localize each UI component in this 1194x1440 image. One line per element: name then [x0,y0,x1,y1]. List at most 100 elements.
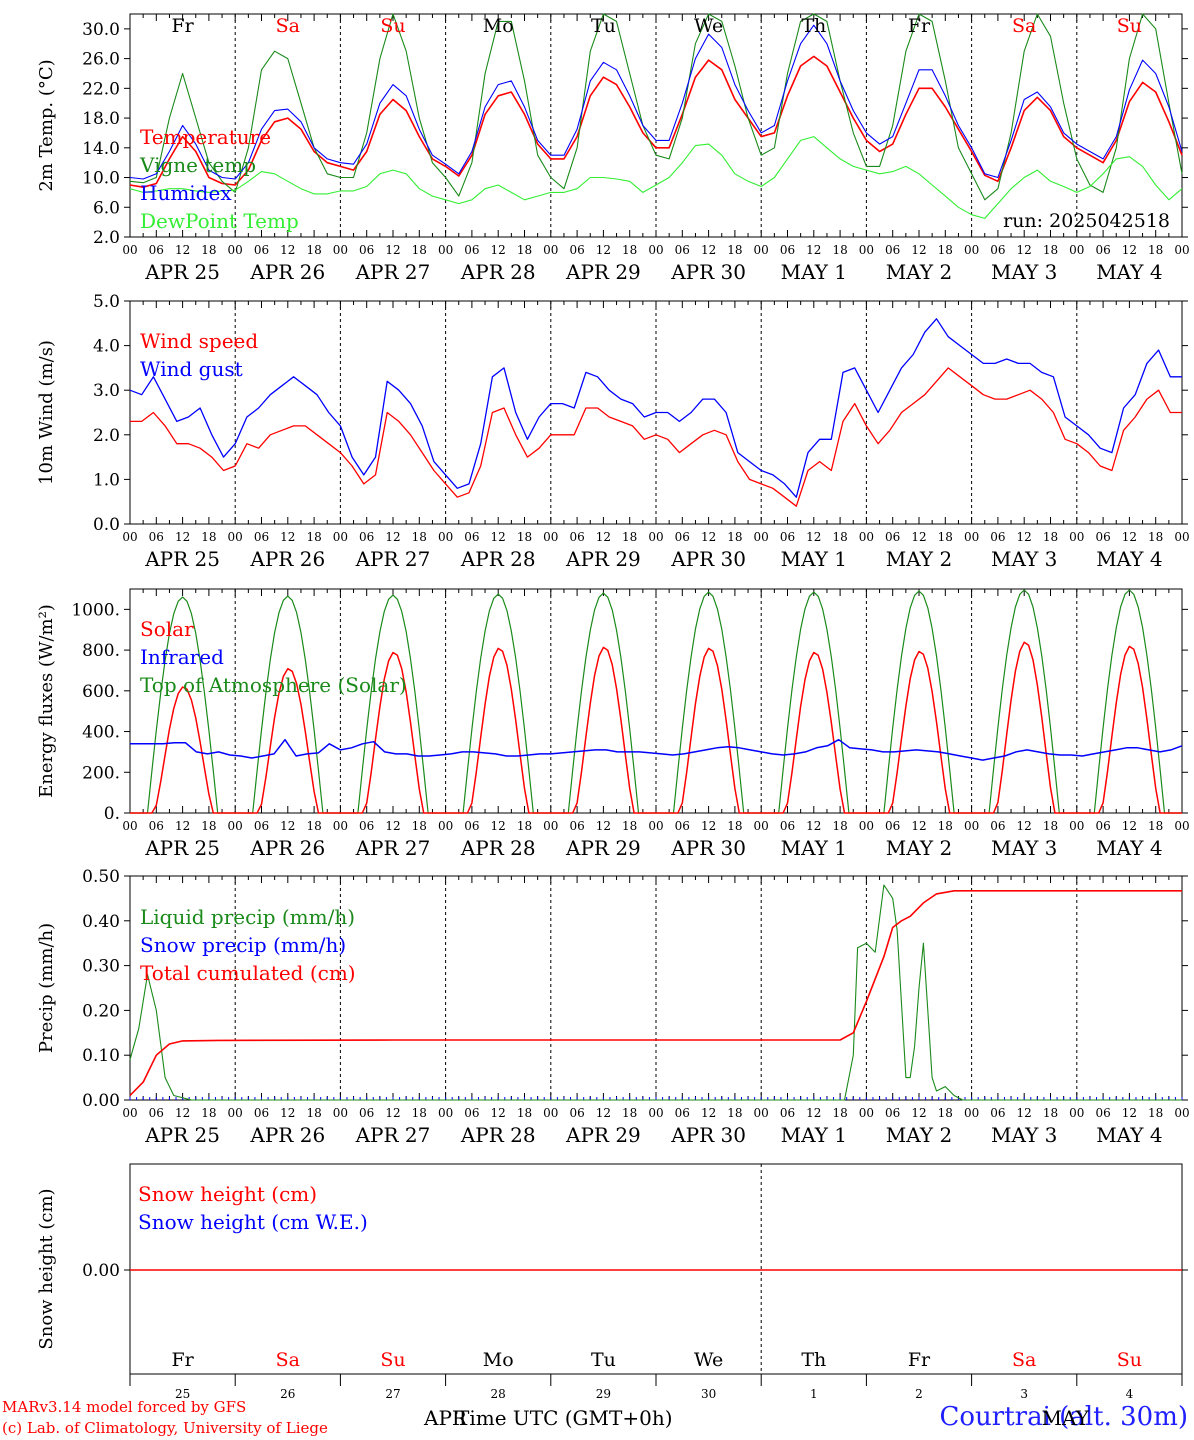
day-number-label: 1 [810,1387,818,1401]
y-axis-label: 2m Temp. (°C) [36,59,57,191]
hour-tick-label: 00 [333,243,348,257]
y-tick-label: 200. [82,763,120,783]
hour-tick-label: 18 [938,243,953,257]
hour-tick-label: 12 [385,1106,400,1120]
y-tick-label: 10.0 [82,169,120,189]
hour-tick-label: 06 [464,1106,479,1120]
y-axis-label: 10m Wind (m/s) [36,340,57,485]
hour-tick-label: 12 [1017,530,1032,544]
hour-tick-label: 06 [780,530,795,544]
y-tick-label: 0.10 [82,1046,120,1066]
hour-tick-label: 18 [517,530,532,544]
y-tick-label: 0. [104,804,120,824]
hour-tick-label: 00 [438,243,453,257]
y-tick-label: 3.0 [93,381,120,401]
hour-tick-label: 06 [1095,243,1110,257]
hour-tick-label: 12 [175,1106,190,1120]
hour-tick-label: 00 [1069,1106,1084,1120]
hour-tick-label: 00 [754,819,769,833]
date-label: APR 29 [565,836,641,860]
x-axis-month-apr: APR [424,1406,467,1430]
hour-tick-label: 12 [806,1106,821,1120]
hour-tick-label: 18 [201,530,216,544]
hour-tick-label: 00 [122,243,137,257]
hour-tick-label: 12 [175,819,190,833]
date-label: APR 30 [670,1123,746,1147]
hour-tick-label: 00 [754,243,769,257]
legend-entry: Wind speed [140,329,258,353]
hour-tick-label: 06 [780,819,795,833]
weekday-label: Tu [591,1349,616,1371]
hour-tick-label: 00 [1069,530,1084,544]
hour-tick-label: 06 [990,530,1005,544]
date-label: APR 29 [565,1123,641,1147]
date-label: APR 25 [144,836,220,860]
hour-tick-label: 06 [149,1106,164,1120]
hour-tick-label: 00 [1174,530,1189,544]
date-label: MAY 1 [781,547,847,571]
hour-tick-label: 12 [280,1106,295,1120]
hour-tick-label: 12 [280,530,295,544]
date-label: APR 29 [565,260,641,284]
hour-tick-label: 18 [832,243,847,257]
date-label: MAY 2 [886,260,952,284]
hour-tick-label: 06 [990,819,1005,833]
legend-entry: Vigne temp [139,153,256,177]
hour-tick-label: 00 [1174,819,1189,833]
date-label: MAY 2 [886,1123,952,1147]
x-axis-month-may: MAY [1041,1406,1089,1430]
date-label: MAY 4 [1096,836,1162,860]
hour-tick-label: 18 [201,819,216,833]
legend-entry: Total cumulated (cm) [140,961,356,985]
date-label: APR 27 [355,547,431,571]
hour-tick-label: 18 [1148,819,1163,833]
series-line-wind-speed [130,367,1182,507]
hour-tick-label: 12 [280,819,295,833]
y-tick-label: 2.0 [93,228,120,248]
hour-tick-label: 00 [964,530,979,544]
hour-tick-label: 12 [491,1106,506,1120]
y-tick-label: 0.00 [82,1261,120,1281]
legend-entry: Snow precip (mm/h) [140,933,346,957]
date-label: APR 26 [249,547,325,571]
hour-tick-label: 00 [228,530,243,544]
weekday-label: Sa [1012,1349,1036,1371]
hour-tick-label: 18 [938,1106,953,1120]
weekday-label: Su [380,1349,405,1371]
date-label: APR 30 [670,836,746,860]
hour-tick-label: 00 [228,1106,243,1120]
hour-tick-label: 12 [385,819,400,833]
hour-tick-label: 12 [596,1106,611,1120]
hour-tick-label: 18 [1043,1106,1058,1120]
hour-tick-label: 18 [412,819,427,833]
hour-tick-label: 18 [412,530,427,544]
date-label: APR 25 [144,260,220,284]
hour-tick-label: 00 [438,1106,453,1120]
y-tick-label: 1000. [71,600,120,620]
hour-tick-label: 18 [306,1106,321,1120]
date-label: MAY 4 [1096,260,1162,284]
hour-tick-label: 06 [254,1106,269,1120]
hour-tick-label: 12 [385,530,400,544]
station-name: MAY Courtrai (alt. 30m) [940,1402,1189,1432]
hour-tick-label: 00 [859,243,874,257]
hour-tick-label: 00 [228,243,243,257]
y-tick-label: 0.0 [93,515,120,535]
hour-tick-label: 12 [1017,1106,1032,1120]
weekday-label: Sa [1012,15,1036,37]
date-label: APR 28 [460,547,536,571]
hour-tick-label: 18 [412,1106,427,1120]
y-tick-label: 22.0 [82,79,120,99]
date-label: APR 27 [355,836,431,860]
weekday-label: Su [1117,15,1142,37]
station-label: Courtrai (alt. 30m) [939,1402,1189,1432]
date-label: MAY 4 [1096,547,1162,571]
hour-tick-label: 00 [648,243,663,257]
hour-tick-label: 12 [491,243,506,257]
legend-entry: Wind gust [140,357,243,381]
date-label: APR 25 [144,1123,220,1147]
hour-tick-label: 06 [254,819,269,833]
hour-tick-label: 00 [122,1106,137,1120]
date-label: APR 29 [565,547,641,571]
